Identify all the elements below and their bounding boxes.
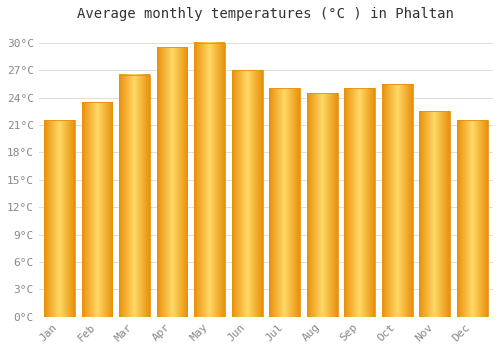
Title: Average monthly temperatures (°C ) in Phaltan: Average monthly temperatures (°C ) in Ph… bbox=[78, 7, 454, 21]
Bar bbox=[44, 120, 75, 317]
Bar bbox=[156, 47, 188, 317]
Bar bbox=[307, 93, 338, 317]
Bar bbox=[382, 84, 412, 317]
Bar bbox=[194, 43, 225, 317]
Bar bbox=[420, 111, 450, 317]
Bar bbox=[82, 102, 112, 317]
Bar bbox=[457, 120, 488, 317]
Bar bbox=[119, 75, 150, 317]
Bar bbox=[270, 89, 300, 317]
Bar bbox=[344, 89, 375, 317]
Bar bbox=[232, 70, 262, 317]
